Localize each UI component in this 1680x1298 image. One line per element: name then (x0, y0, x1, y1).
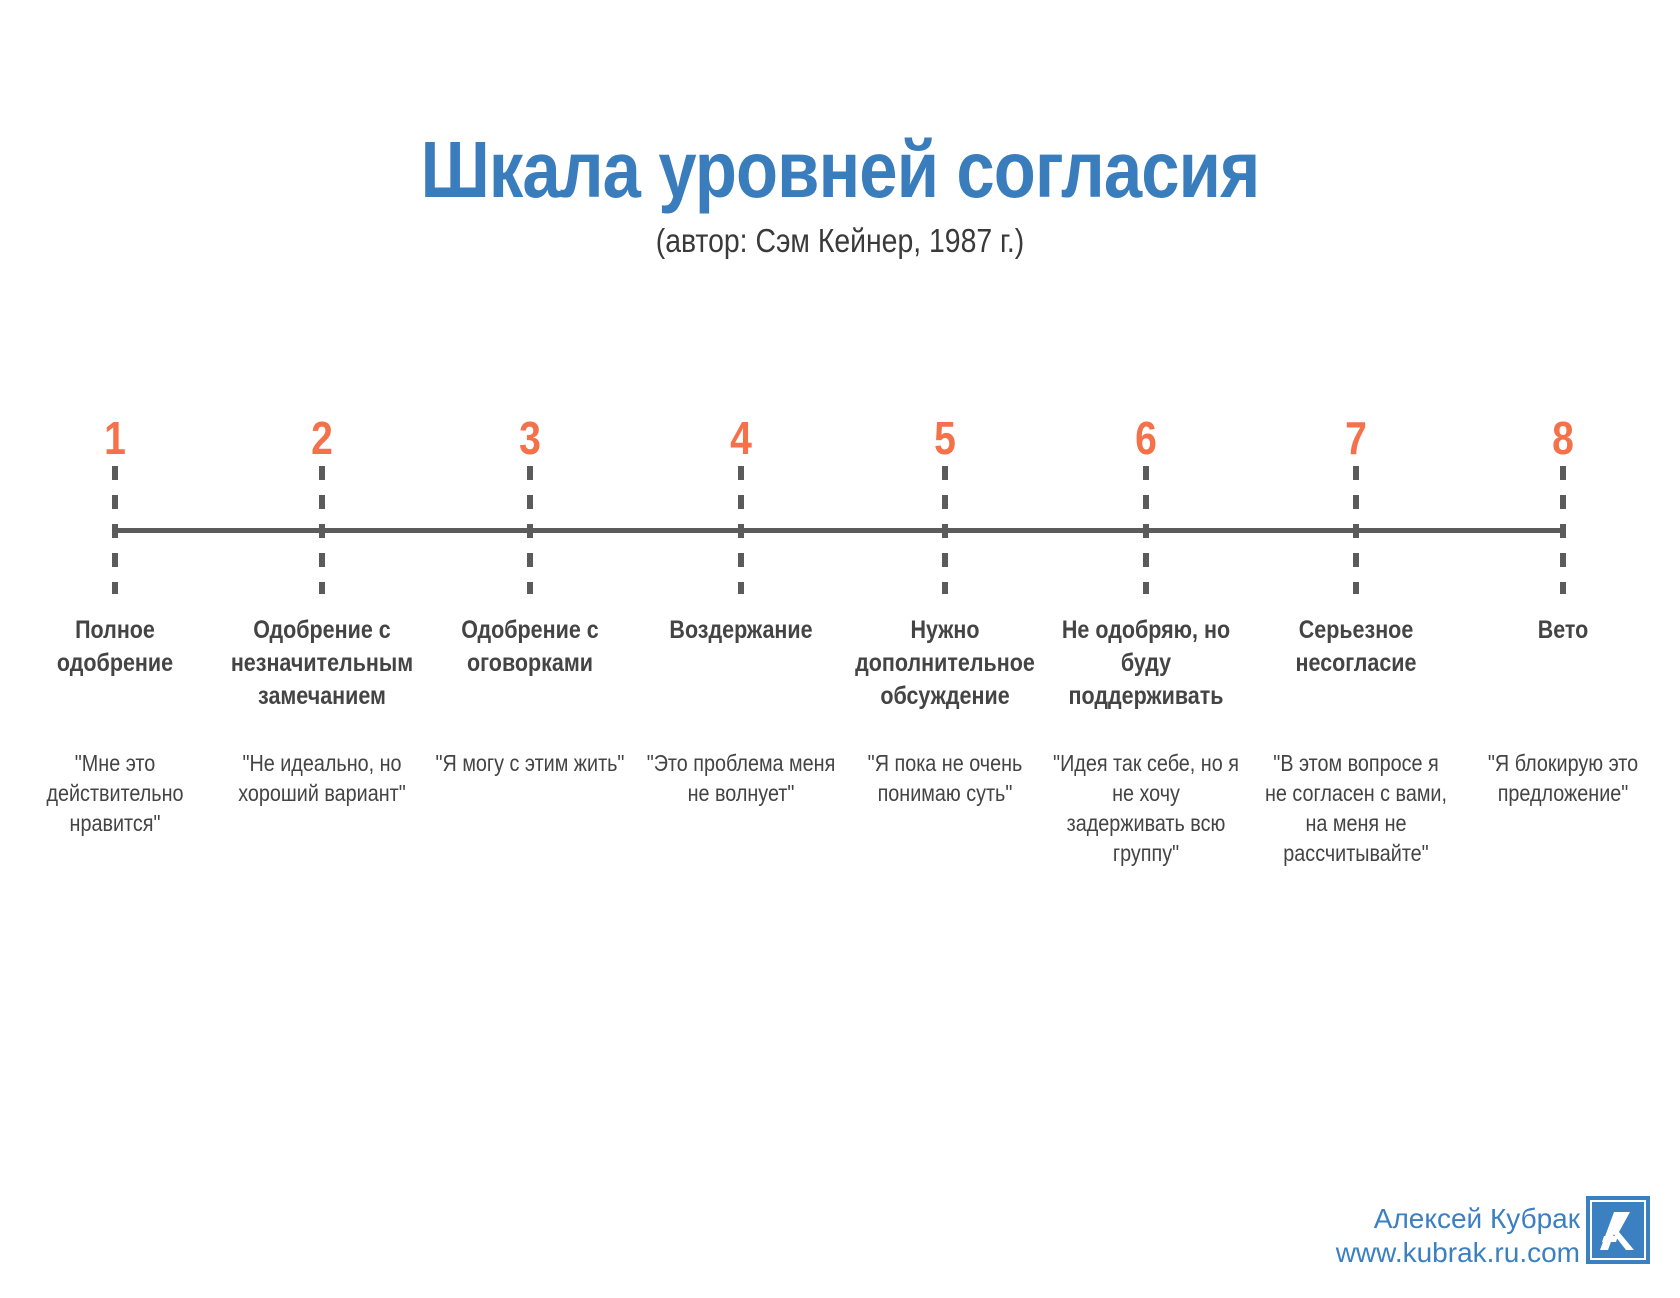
dashed-tick (1353, 466, 1359, 594)
level-label: Не одобряю, но буду поддерживать (1061, 616, 1231, 710)
author-name: Алексей Кубрак (1373, 1203, 1580, 1234)
dashed-tick (1143, 466, 1149, 594)
dashed-tick (527, 466, 533, 594)
level-number: 5 (934, 412, 956, 464)
dashed-tick (112, 466, 118, 594)
level-quote: "Это проблема меня не волнует" (646, 750, 836, 806)
dashed-tick (319, 466, 325, 594)
dashed-tick (738, 466, 744, 594)
level-label: Воздержание (669, 616, 813, 644)
level-quote: "В этом вопросе я не согласен с вами, на… (1265, 750, 1447, 866)
ak-logo-icon (1586, 1196, 1650, 1264)
level-quote: "Я пока не очень понимаю суть" (867, 750, 1023, 806)
level-quote: "Не идеально, но хороший вариант" (238, 750, 406, 806)
level-number: 2 (311, 412, 333, 464)
scale-axis-line (115, 528, 1563, 533)
level-quote: "Я блокирую это предложение" (1487, 750, 1639, 806)
author-website[interactable]: www.kubrak.ru.com (1335, 1237, 1580, 1268)
level-number: 7 (1345, 412, 1367, 464)
author-credit: Алексей Кубрак www.kubrak.ru.com (1336, 1202, 1580, 1270)
level-label: Серьезное несогласие (1295, 616, 1417, 677)
level-label: Нужно дополнительное обсуждение (855, 616, 1035, 710)
level-quote: "Идея так себе, но я не хочу задерживать… (1053, 750, 1239, 866)
level-number: 8 (1552, 412, 1574, 464)
level-number: 6 (1135, 412, 1157, 464)
dashed-tick (1560, 466, 1566, 594)
page-title: Шкала уровней согласия (420, 125, 1261, 214)
level-label: Одобрение с оговорками (461, 616, 599, 677)
level-number: 4 (730, 412, 752, 464)
dashed-tick (942, 466, 948, 594)
page-subtitle: (автор: Сэм Кейнер, 1987 г.) (655, 222, 1025, 259)
level-number: 3 (519, 412, 541, 464)
level-label: Вето (1537, 616, 1589, 644)
level-label: Одобрение с незначительным замечанием (230, 616, 414, 710)
level-number: 1 (104, 412, 126, 464)
level-quote: "Мне это действительно нравится" (46, 750, 184, 836)
level-quote: "Я могу с этим жить" (435, 750, 625, 776)
level-label: Полное одобрение (56, 616, 174, 677)
